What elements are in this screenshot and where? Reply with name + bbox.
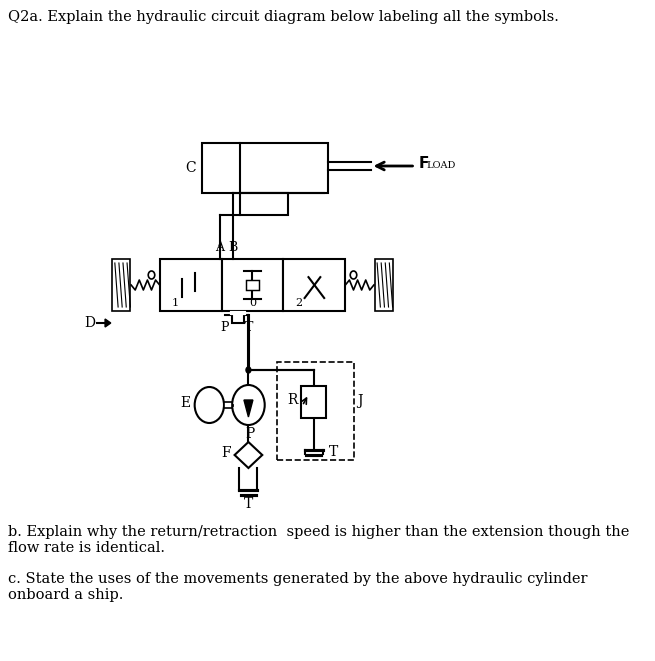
Bar xyxy=(113,259,130,311)
Circle shape xyxy=(246,367,251,373)
Text: T: T xyxy=(245,321,253,334)
Text: 0: 0 xyxy=(249,298,256,308)
Circle shape xyxy=(232,385,265,425)
Text: P: P xyxy=(246,427,255,441)
Text: $\mathbf{F}$: $\mathbf{F}$ xyxy=(418,155,429,171)
Polygon shape xyxy=(244,400,253,417)
Text: B: B xyxy=(229,241,238,254)
Polygon shape xyxy=(179,272,186,279)
Bar xyxy=(246,280,259,290)
Text: C: C xyxy=(185,161,196,175)
Bar xyxy=(375,259,392,311)
Text: b. Explain why the return/retraction  speed is higher than the extension though : b. Explain why the return/retraction spe… xyxy=(8,525,629,555)
Text: c. State the uses of the movements generated by the above hydraulic cylinder
onb: c. State the uses of the movements gener… xyxy=(8,572,588,602)
Polygon shape xyxy=(234,442,262,468)
Polygon shape xyxy=(310,405,317,412)
Bar xyxy=(160,259,221,311)
Bar xyxy=(202,143,328,193)
Text: R: R xyxy=(287,393,297,407)
Polygon shape xyxy=(105,319,111,327)
Text: T: T xyxy=(329,445,339,459)
Circle shape xyxy=(148,271,155,279)
Text: J: J xyxy=(357,394,362,408)
Circle shape xyxy=(350,271,357,279)
Text: LOAD: LOAD xyxy=(427,161,456,169)
Bar xyxy=(284,259,345,311)
Text: Q2a. Explain the hydraulic circuit diagram below labeling all the symbols.: Q2a. Explain the hydraulic circuit diagr… xyxy=(8,10,559,24)
Polygon shape xyxy=(318,272,324,280)
Circle shape xyxy=(195,387,224,423)
Bar xyxy=(224,402,232,408)
Polygon shape xyxy=(305,272,311,280)
Text: T: T xyxy=(244,497,253,511)
Text: 1: 1 xyxy=(172,298,179,308)
Bar xyxy=(240,193,288,215)
Bar xyxy=(277,362,354,460)
Polygon shape xyxy=(191,291,198,298)
Text: P: P xyxy=(221,321,229,334)
Text: A: A xyxy=(215,241,225,254)
Text: F: F xyxy=(221,446,231,460)
Polygon shape xyxy=(238,452,243,458)
Bar xyxy=(221,259,284,311)
Text: D: D xyxy=(84,316,95,330)
Text: 2: 2 xyxy=(295,298,303,308)
Text: E: E xyxy=(181,396,191,410)
Bar xyxy=(232,313,244,323)
Bar xyxy=(301,386,326,418)
